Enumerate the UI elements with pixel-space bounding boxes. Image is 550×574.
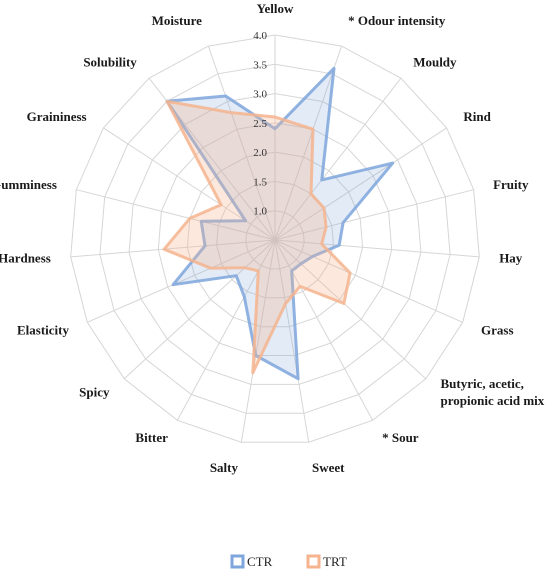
grid-spoke (274, 239, 463, 323)
grid-spoke (70, 239, 276, 258)
grid-spoke (76, 189, 276, 241)
grid-spoke (123, 239, 276, 380)
grid-ring (245, 210, 305, 270)
legend-swatch-trt (306, 554, 321, 569)
radar-series (162, 66, 395, 381)
legend-label-ctr: CTR (247, 554, 273, 569)
legend: CTR TRT (230, 554, 347, 569)
axis-label: * Odour intensity (348, 13, 446, 28)
series-trt (162, 99, 352, 375)
r-tick-label: 2.0 (253, 147, 267, 159)
grid-spoke (240, 239, 276, 443)
axis-label: Grass (481, 322, 514, 337)
axis-label: Butyric, acetic, propionic acid mix (441, 376, 545, 408)
axis-label: Fruity (493, 177, 529, 192)
r-tick-label: 3.0 (253, 89, 267, 101)
axis-label: Mouldy (413, 54, 457, 69)
axis-label: Graininess (27, 109, 87, 124)
axis-label: * Sour (382, 430, 419, 445)
axis-label: Elasticity (17, 322, 69, 337)
series-ctr (165, 66, 395, 381)
grid-spoke (274, 77, 402, 241)
grid-spoke (274, 239, 310, 443)
grid-spoke (87, 239, 276, 323)
r-tick-label: 3.5 (253, 59, 267, 71)
grid-spoke (274, 189, 474, 241)
r-tick-label: 1.0 (253, 206, 267, 218)
grid-spoke (207, 45, 276, 241)
grid-ring (128, 93, 422, 385)
axis-label: Hay (499, 251, 523, 266)
grid-spoke (274, 127, 447, 241)
axis-label: Gumminess (0, 177, 57, 192)
axis-label: Moisture (152, 13, 203, 28)
axis-label: Spicy (79, 384, 110, 399)
r-tick-label: 1.5 (253, 176, 267, 188)
axis-label: Yellow (257, 1, 294, 16)
legend-swatch-ctr (230, 554, 245, 569)
axis-label: Sweet (312, 460, 345, 475)
axis-label: Salty (210, 460, 239, 475)
axis-labels: Yellow * Odour intensity Mouldy Rind Fruity H… (0, 1, 545, 475)
axis-label: Solubility (83, 54, 137, 69)
grid-ring (99, 63, 451, 414)
grid-spoke (274, 239, 480, 258)
r-tick-label: 4.0 (253, 30, 267, 42)
radar-grid (70, 34, 480, 443)
legend-label-trt: TRT (323, 554, 347, 569)
axis-label: Hardness (0, 251, 51, 266)
grid-spoke (274, 45, 343, 241)
grid-ring (70, 34, 480, 443)
radial-tick-labels: 1.0 1.5 2.0 2.5 3.0 3.5 4.0 (253, 30, 267, 218)
axis-label: Bitter (135, 430, 168, 445)
r-tick-label: 2.5 (253, 118, 267, 130)
axis-label: Rind (463, 109, 491, 124)
